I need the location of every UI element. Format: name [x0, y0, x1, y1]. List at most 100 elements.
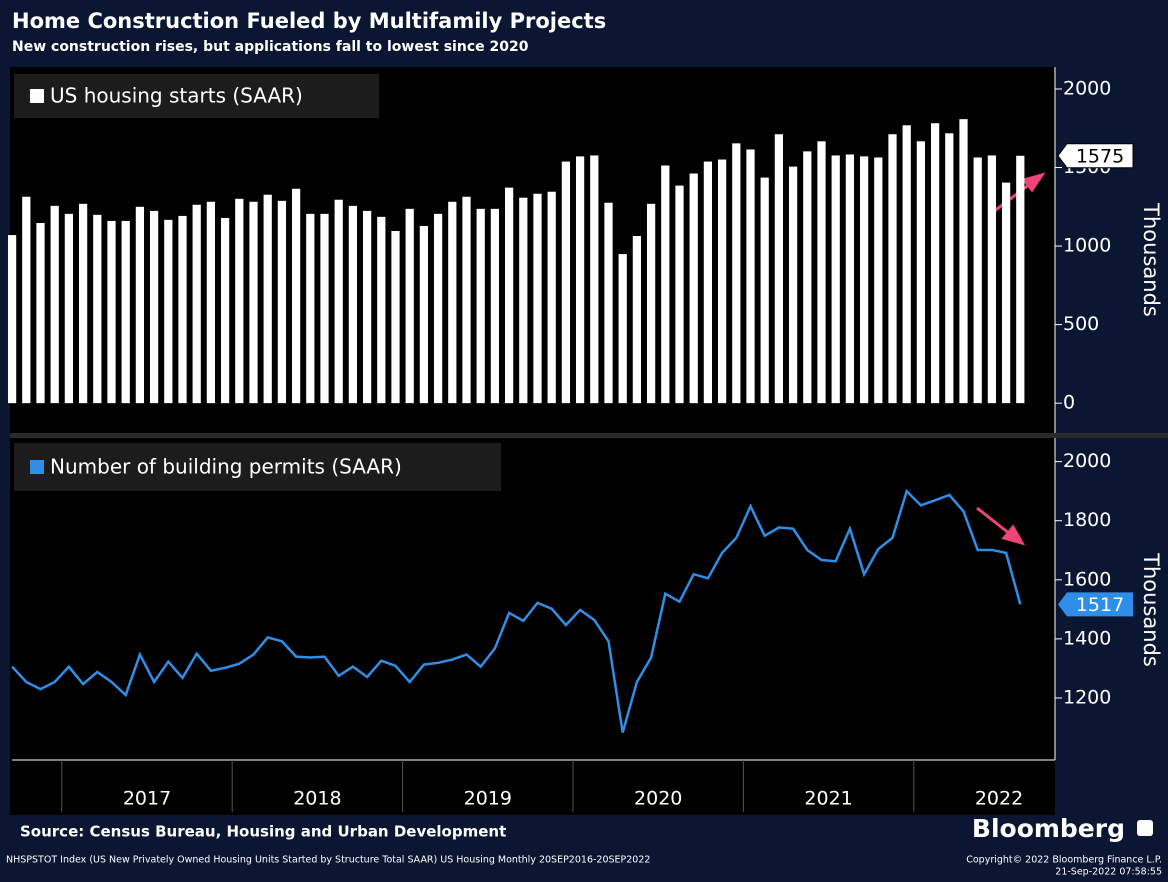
bar: [93, 214, 102, 404]
y-tick-label: 1000: [1063, 235, 1111, 257]
x-tick-label: 2020: [634, 788, 682, 810]
last-value-label: 1517: [1076, 594, 1124, 616]
ticker: NHSPSTOT Index (US New Privately Owned H…: [6, 855, 650, 866]
source: Source: Census Bureau, Housing and Urban…: [20, 823, 506, 841]
bar: [1001, 182, 1011, 404]
bar: [845, 154, 855, 404]
bar: [874, 157, 883, 404]
bar: [291, 188, 301, 404]
y-tick-label: 500: [1063, 313, 1099, 335]
x-tick-label: 2017: [123, 788, 171, 810]
brand-icon: [1137, 820, 1153, 836]
bar: [306, 213, 315, 404]
x-tick-label: 2018: [293, 788, 341, 810]
bar: [646, 203, 656, 404]
bar: [22, 196, 31, 404]
last-value-label: 1575: [1076, 145, 1124, 167]
y-tick-label: 1200: [1063, 686, 1111, 708]
bar: [959, 119, 968, 404]
bar: [575, 156, 585, 404]
bar: [888, 134, 897, 404]
bar: [164, 219, 173, 404]
bar: [703, 161, 713, 404]
bar: [448, 201, 457, 404]
bar: [419, 225, 429, 404]
x-tick-label: 2022: [975, 788, 1023, 810]
bar: [519, 197, 528, 404]
legend-top: [14, 74, 379, 118]
legend-swatch: [30, 460, 44, 474]
bar: [107, 220, 116, 404]
bar: [377, 216, 386, 404]
bar: [774, 134, 784, 404]
bar: [121, 220, 130, 404]
bar: [675, 185, 684, 404]
bar: [661, 165, 670, 404]
bar: [36, 222, 45, 404]
panel-bottom: [10, 438, 1055, 760]
bar: [760, 177, 769, 404]
bar: [391, 230, 400, 404]
bar: [859, 156, 869, 404]
bar: [149, 210, 159, 404]
bar: [476, 208, 485, 404]
x-tick-label: 2019: [464, 788, 512, 810]
bar: [831, 155, 840, 404]
bar: [803, 151, 812, 404]
bar: [405, 208, 414, 404]
bar: [504, 187, 514, 404]
bar: [433, 213, 443, 404]
bar: [135, 206, 145, 404]
bar: [561, 161, 571, 404]
bar: [689, 173, 698, 404]
bar: [178, 215, 187, 404]
legend-bottom: [14, 443, 501, 491]
bar: [220, 217, 230, 404]
bar: [334, 199, 343, 404]
bar: [64, 213, 74, 404]
bar: [462, 196, 471, 404]
last-value-tag: [1057, 143, 1134, 169]
copyright: Copyright© 2022 Bloomberg Finance L.P.: [966, 855, 1162, 866]
bar: [618, 254, 627, 404]
title: Home Construction Fueled by Multifamily …: [12, 9, 606, 33]
bar: [277, 200, 287, 404]
bar: [348, 205, 358, 404]
y-tick-label: 1800: [1063, 509, 1111, 531]
bar: [362, 210, 372, 404]
brand: Bloomberg: [972, 814, 1125, 843]
y-tick-label: 0: [1063, 392, 1075, 414]
y-tick-label: 1600: [1063, 568, 1111, 590]
bar: [235, 198, 244, 404]
bar: [320, 213, 329, 404]
timestamp: 21-Sep-2022 07:58:55: [1055, 867, 1162, 878]
bar: [632, 236, 642, 404]
bar: [987, 155, 997, 404]
bar: [817, 141, 826, 404]
bar: [973, 157, 982, 404]
bar: [604, 202, 613, 404]
last-value-tag: [1058, 592, 1133, 617]
y-axis-label: Thousands: [1139, 202, 1163, 317]
bar: [490, 208, 500, 404]
bar: [590, 155, 599, 404]
y-tick-label: 2000: [1063, 77, 1111, 99]
bar: [902, 125, 911, 404]
bar: [746, 149, 755, 404]
bar: [206, 201, 216, 404]
bar: [192, 204, 201, 404]
bar: [7, 235, 17, 404]
bar: [263, 194, 272, 404]
y-tick-label: 1400: [1063, 627, 1111, 649]
bar: [1016, 155, 1025, 404]
x-axis-area: [10, 760, 1055, 815]
panel-divider: [10, 433, 1168, 438]
bar: [78, 203, 88, 404]
y-axis-label: Thousands: [1139, 552, 1163, 667]
bar: [930, 123, 940, 404]
bar: [788, 166, 798, 404]
bar: [50, 205, 59, 404]
y-tick-label: 2000: [1063, 450, 1111, 472]
legend-swatch: [30, 89, 44, 103]
